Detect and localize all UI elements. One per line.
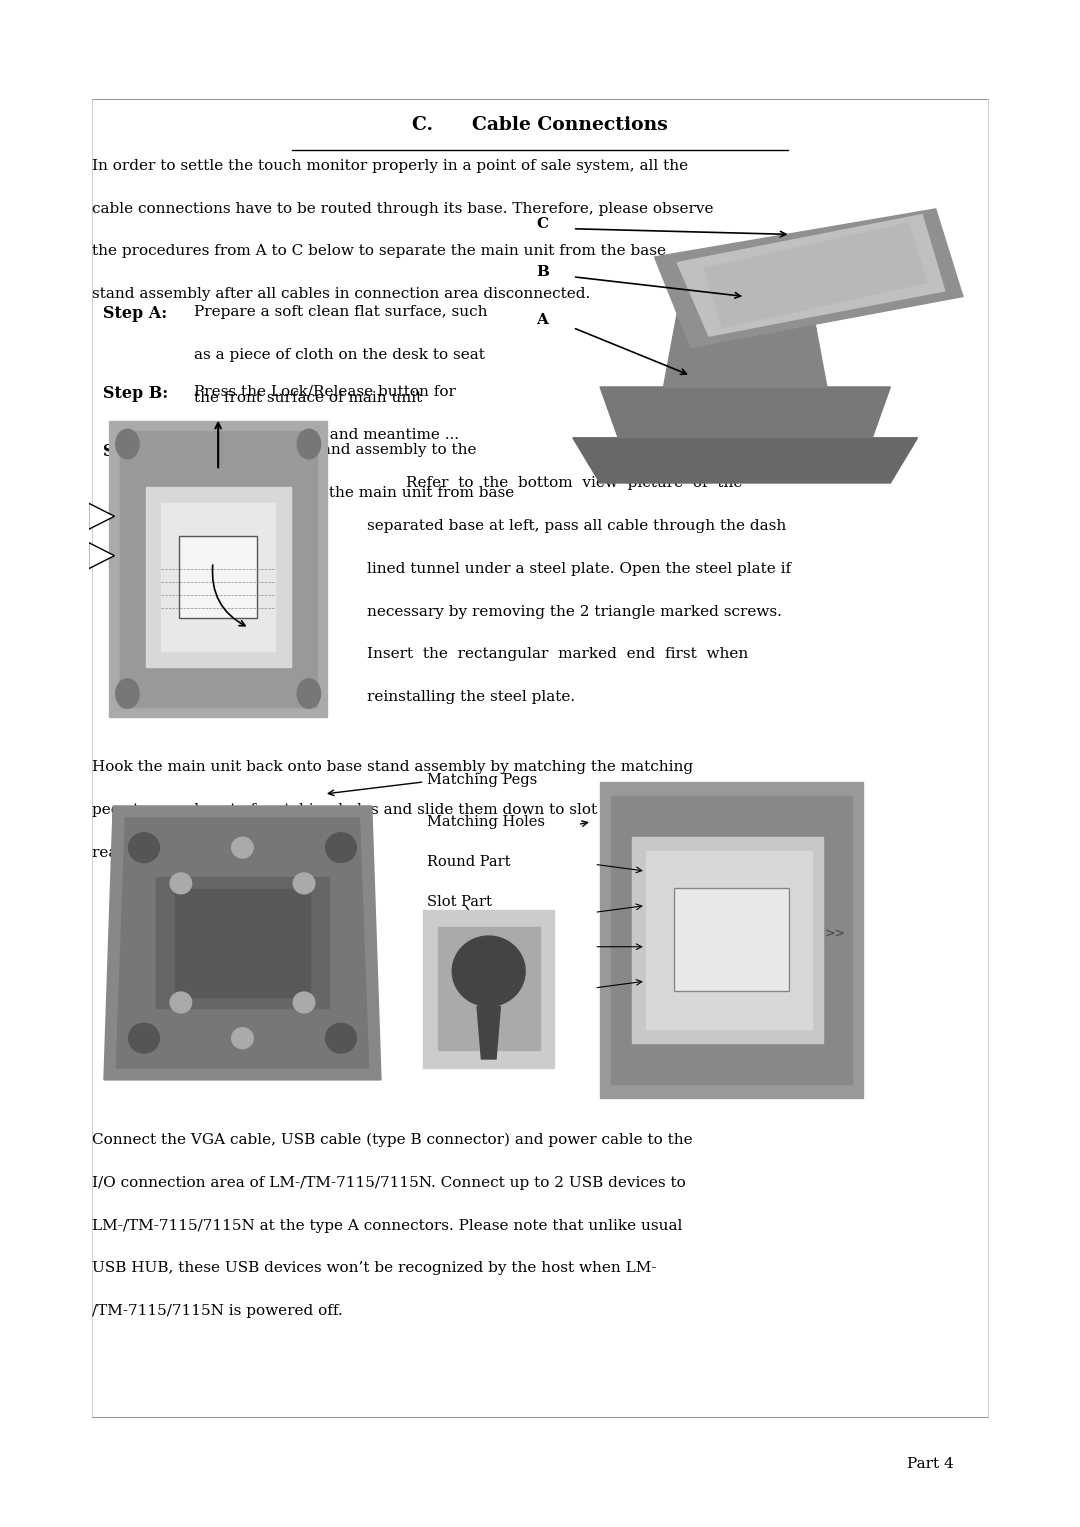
- Circle shape: [294, 993, 314, 1012]
- Text: reinstalling the steel plate.: reinstalling the steel plate.: [367, 690, 576, 704]
- Polygon shape: [646, 851, 812, 1029]
- Text: separated base at left, pass all cable through the dash: separated base at left, pass all cable t…: [367, 519, 786, 533]
- Circle shape: [171, 873, 191, 893]
- Circle shape: [116, 680, 139, 709]
- Text: Refer  to  the  bottom  view  picture  of  the: Refer to the bottom view picture of the: [367, 476, 743, 490]
- Polygon shape: [437, 927, 540, 1051]
- Polygon shape: [117, 818, 368, 1067]
- Polygon shape: [611, 796, 852, 1084]
- Text: Press the Lock/Release button for: Press the Lock/Release button for: [194, 385, 456, 399]
- Text: I/O connection area of LM-/TM-7115/7115N. Connect up to 2 USB devices to: I/O connection area of LM-/TM-7115/7115N…: [92, 1176, 686, 1190]
- Text: Part 4: Part 4: [907, 1457, 954, 1471]
- Text: USB HUB, these USB devices won’t be recognized by the host when LM-: USB HUB, these USB devices won’t be reco…: [92, 1261, 657, 1275]
- Circle shape: [129, 832, 160, 863]
- Circle shape: [129, 1023, 160, 1054]
- Polygon shape: [146, 487, 291, 667]
- Polygon shape: [423, 910, 554, 1067]
- Text: Matching Pegs: Matching Pegs: [427, 773, 537, 786]
- Polygon shape: [654, 209, 963, 347]
- Circle shape: [297, 429, 321, 458]
- Text: stand assembly after all cables in connection area disconnected.: stand assembly after all cables in conne…: [92, 287, 590, 301]
- Polygon shape: [120, 431, 316, 707]
- Text: Round Part: Round Part: [427, 855, 510, 869]
- Bar: [674, 889, 788, 991]
- Polygon shape: [179, 536, 257, 618]
- Polygon shape: [677, 215, 945, 336]
- Text: the procedures from A to C below to separate the main unit from the base: the procedures from A to C below to sepa…: [92, 244, 665, 258]
- Text: LM-/TM-7115/7115N at the type A connectors. Please note that unlike usual: LM-/TM-7115/7115N at the type A connecto…: [92, 1219, 683, 1232]
- Text: Prepare a soft clean flat surface, such: Prepare a soft clean flat surface, such: [194, 305, 488, 319]
- Text: Matching Holes: Matching Holes: [427, 815, 544, 829]
- Text: cable connections have to be routed through its base. Therefore, please observe: cable connections have to be routed thro…: [92, 202, 713, 215]
- Text: Hook the main unit back onto base stand assembly by matching the matching: Hook the main unit back onto base stand …: [92, 760, 693, 774]
- Text: B: B: [537, 266, 550, 279]
- Text: Slot Part: Slot Part: [427, 895, 491, 909]
- Polygon shape: [453, 936, 525, 1006]
- Text: In order to settle the touch monitor properly in a point of sale system, all the: In order to settle the touch monitor pro…: [92, 159, 688, 173]
- Polygon shape: [175, 889, 310, 997]
- Text: /TM-7115/7115N is powered off.: /TM-7115/7115N is powered off.: [92, 1304, 342, 1318]
- Circle shape: [294, 873, 314, 893]
- Polygon shape: [674, 889, 788, 991]
- Text: Step C:: Step C:: [103, 443, 167, 460]
- Circle shape: [232, 837, 253, 858]
- Polygon shape: [104, 806, 381, 1080]
- Text: Connect the VGA cable, USB cable (type B connector) and power cable to the: Connect the VGA cable, USB cable (type B…: [92, 1133, 692, 1147]
- Polygon shape: [109, 421, 327, 716]
- Text: C: C: [537, 217, 549, 232]
- Text: as a piece of cloth on the desk to seat: as a piece of cloth on the desk to seat: [194, 348, 485, 362]
- Polygon shape: [477, 1006, 500, 1060]
- Text: Step A:: Step A:: [103, 305, 166, 322]
- Text: Step B:: Step B:: [103, 385, 167, 402]
- Polygon shape: [157, 878, 328, 1008]
- Text: C.      Cable Connections: C. Cable Connections: [413, 116, 667, 134]
- Circle shape: [171, 993, 191, 1012]
- Text: right to separate the main unit from base: right to separate the main unit from bas…: [194, 486, 515, 499]
- Circle shape: [116, 429, 139, 458]
- Circle shape: [325, 1023, 356, 1054]
- Text: the front surface of main unit: the front surface of main unit: [194, 391, 422, 405]
- Text: A: A: [537, 313, 549, 327]
- Text: >>: >>: [824, 927, 846, 939]
- Text: necessary by removing the 2 triangle marked screws.: necessary by removing the 2 triangle mar…: [367, 605, 782, 618]
- Circle shape: [325, 832, 356, 863]
- Polygon shape: [572, 438, 918, 483]
- Polygon shape: [89, 502, 114, 530]
- Text: lined tunnel under a steel plate. Open the steel plate if: lined tunnel under a steel plate. Open t…: [367, 562, 792, 576]
- Polygon shape: [632, 837, 823, 1043]
- Circle shape: [297, 680, 321, 709]
- Polygon shape: [663, 313, 827, 386]
- Text: Insert  the  rectangular  marked  end  first  when: Insert the rectangular marked end first …: [367, 647, 748, 661]
- Text: rear lock/release button clicks.: rear lock/release button clicks.: [92, 846, 332, 860]
- Polygon shape: [600, 386, 890, 438]
- Polygon shape: [89, 542, 114, 568]
- Polygon shape: [161, 502, 275, 651]
- Text: Slide the base stand assembly to the: Slide the base stand assembly to the: [194, 443, 477, 457]
- Circle shape: [232, 1028, 253, 1049]
- Text: main unit detach and meantime ...: main unit detach and meantime ...: [194, 428, 459, 441]
- Text: pegs to round part of matching holes and slide them down to slot part till the: pegs to round part of matching holes and…: [92, 803, 689, 817]
- Bar: [179, 536, 257, 618]
- Polygon shape: [704, 223, 927, 328]
- Polygon shape: [600, 782, 863, 1098]
